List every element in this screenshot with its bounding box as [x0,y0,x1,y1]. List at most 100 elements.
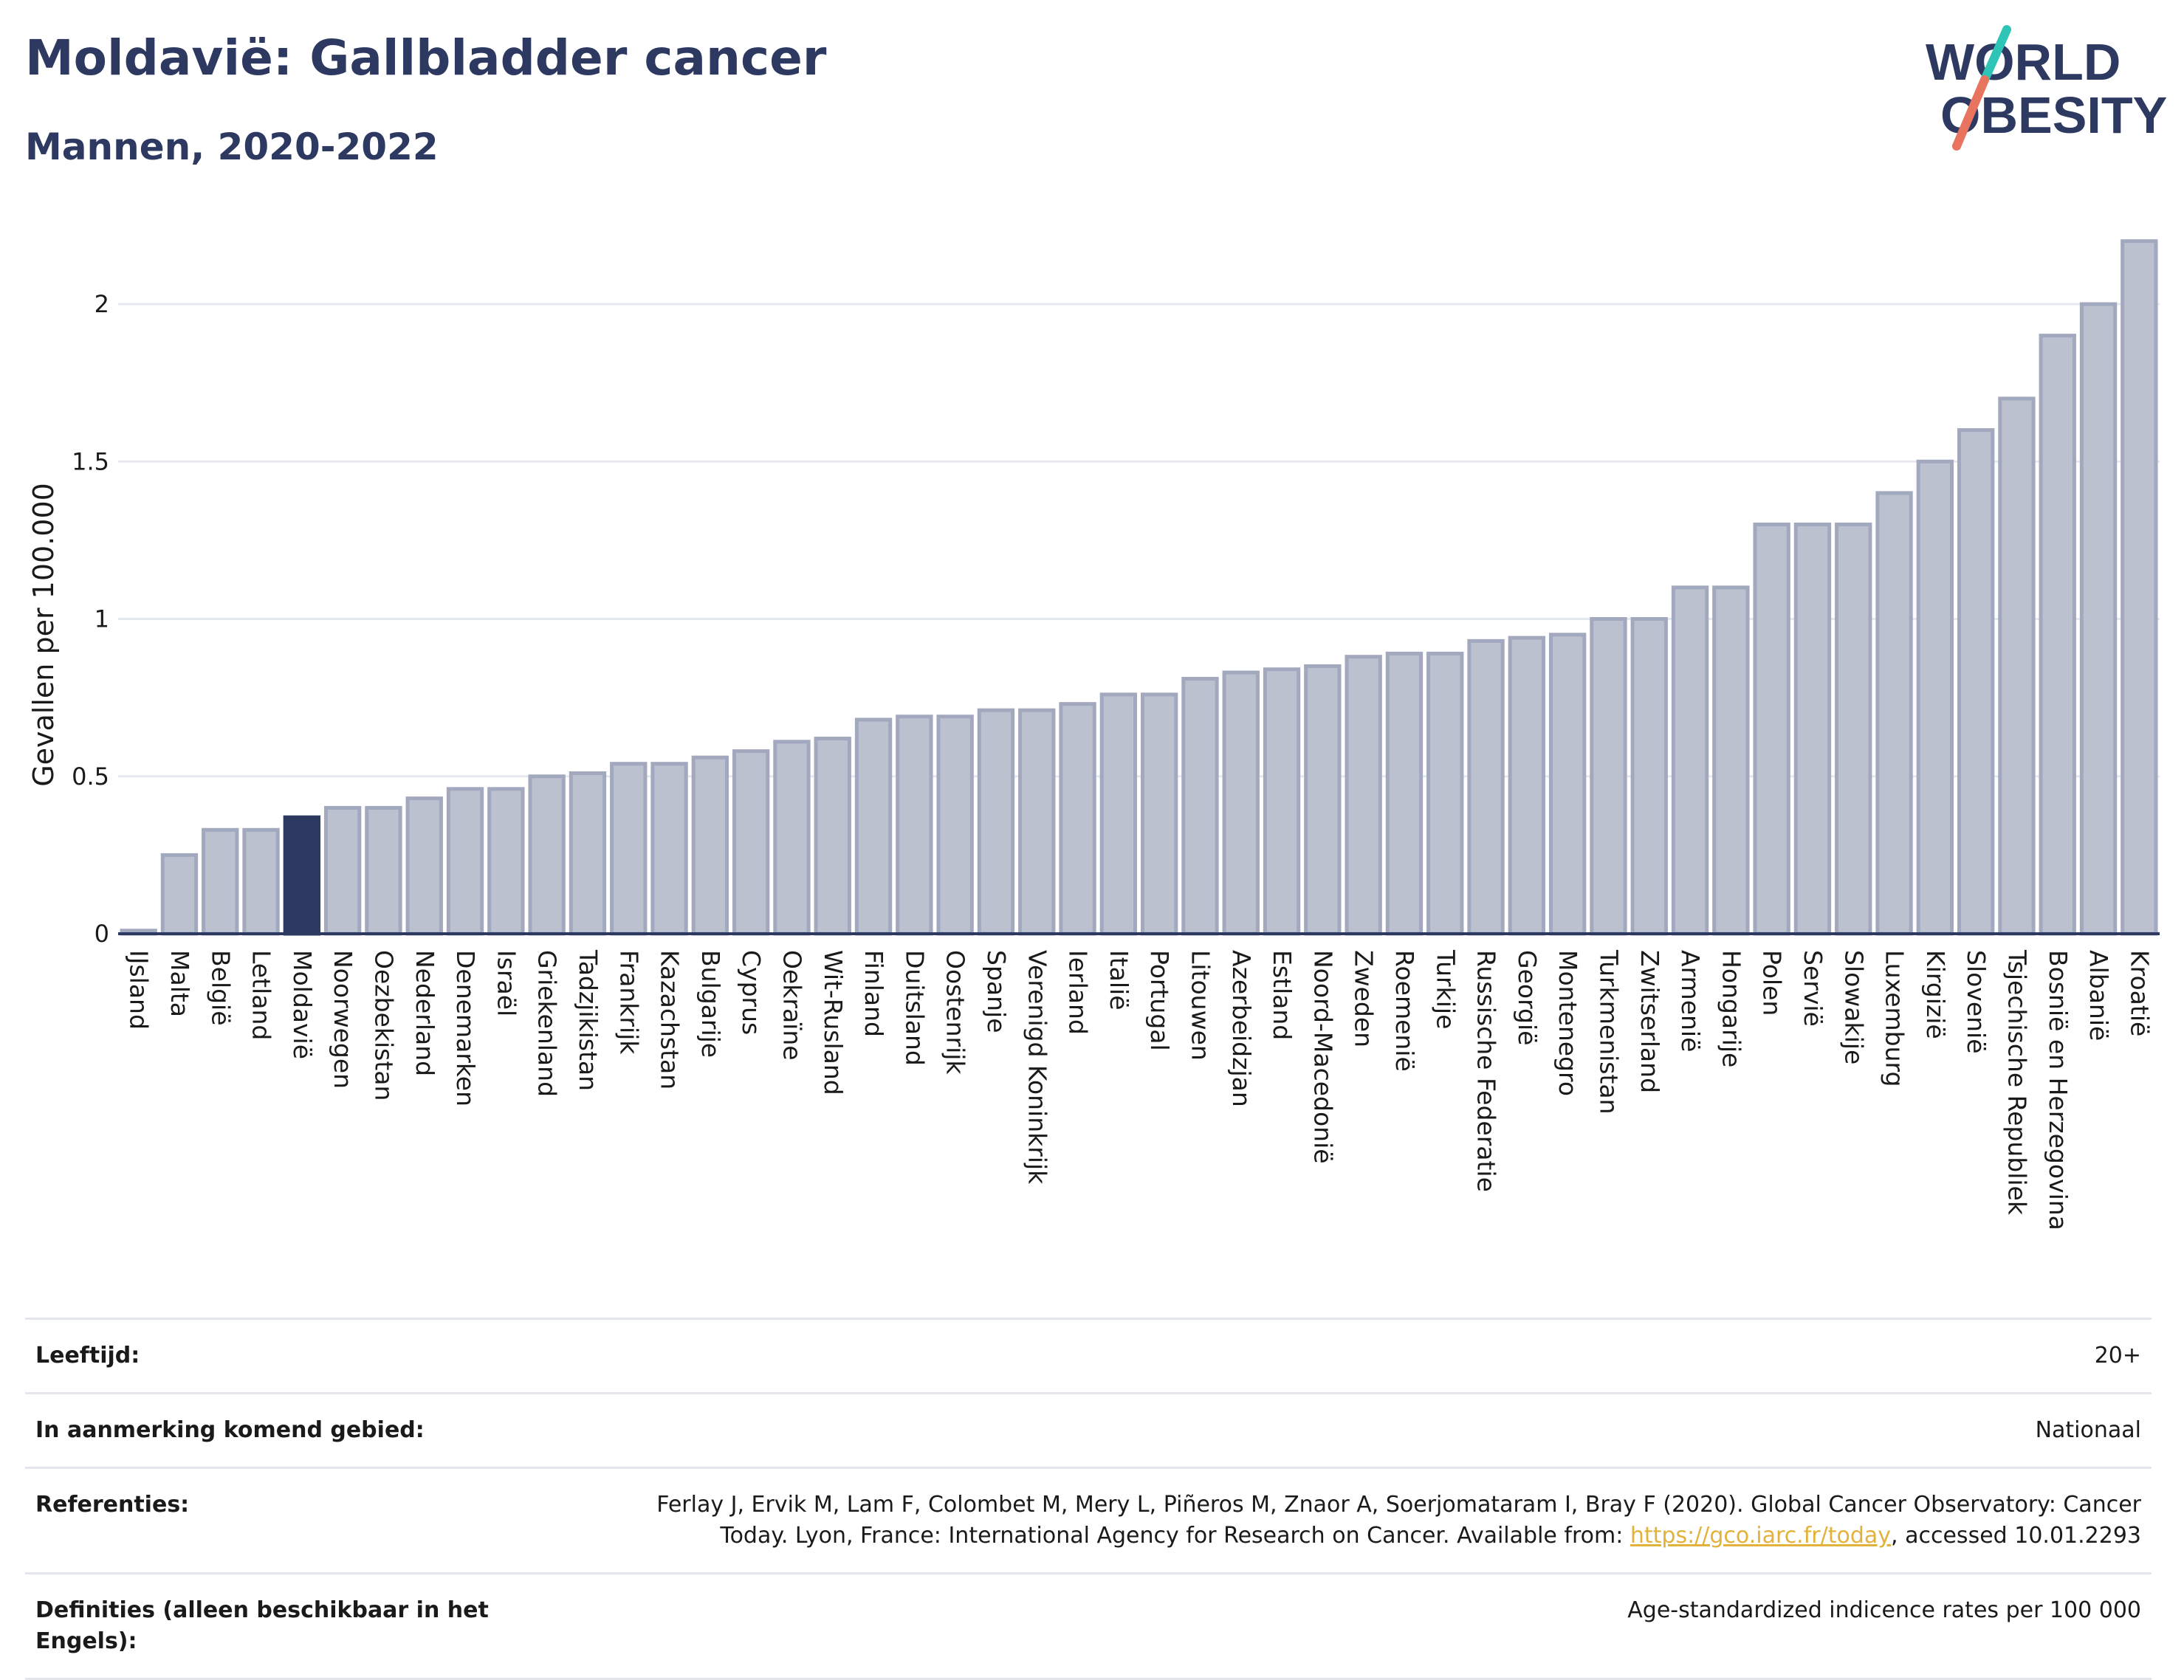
bar [365,805,402,936]
bar [1099,692,1138,936]
x-tick-label: Zwitserland [1635,950,1664,1093]
bar [405,796,443,936]
bar [1753,523,1790,936]
bar [160,853,199,936]
meta-label-age: Leeftijd: [35,1343,140,1369]
x-tick-label: Israël [492,950,521,1016]
x-tick-label: Moldavië [288,950,317,1059]
bar [1793,523,1832,936]
x-tick-label: Cyprus [737,950,766,1035]
logo-slash-teal [1980,25,2011,84]
x-tick-label: Frankrijk [614,950,643,1055]
y-tick-label: 1.5 [72,447,109,475]
x-tick-label: Wit-Rusland [819,950,848,1095]
x-tick-label: Oekraïne [777,950,806,1061]
bar [1181,677,1219,936]
bar [691,755,729,936]
bar [283,815,321,936]
x-tick-label: Tsjechische Republiek [2002,949,2031,1216]
x-tick-label: Griekenland [533,950,562,1097]
x-tick-label: Finland [859,950,888,1037]
x-tick-label: Montenegro [1553,950,1582,1096]
x-tick-label: Spanje [982,950,1011,1033]
meta-label-references: Referenties: [35,1492,190,1518]
x-tick-label: Turkije [1431,949,1460,1029]
bar [1712,585,1750,936]
x-tick-label: Russische Federatie [1472,950,1501,1192]
x-tick-label: Luxemburg [1881,950,1909,1087]
meta-label-definitions: Definities (alleen beschikbaar in het En… [35,1597,489,1654]
x-tick-label: Italië [1105,950,1133,1011]
bar [773,740,811,936]
reference-accessed: , accessed 10.01.2293 [1891,1523,2141,1549]
meta-value-definitions: Age-standardized indicence rates per 100… [1627,1597,2141,1623]
bar [1263,667,1301,936]
x-tick-label: Hongarije [1717,950,1745,1067]
bar [323,805,362,936]
bar [1630,617,1668,936]
x-tick-label: Portugal [1145,950,1174,1051]
x-tick-label: Noorwegen [329,950,357,1089]
reference-text: Ferlay J, Ervik M, Lam F, Colombet M, Me… [656,1492,2141,1549]
x-tick-label: Kirgizië [1921,950,1950,1039]
bar [2079,302,2118,936]
bar [1508,636,1546,936]
x-tick-label: België [206,950,235,1026]
metadata-table: Leeftijd: 20+ In aanmerking komend gebie… [25,1318,2152,1680]
page-subtitle: Mannen, 2020-2022 [25,125,439,168]
x-tick-label: Armenië [1676,950,1705,1052]
y-tick-label: 2 [95,290,109,318]
bar [1916,459,1954,936]
x-tick-label: Servië [1799,950,1827,1027]
x-tick-label: Georgië [1513,950,1542,1045]
bar [814,737,851,936]
bar [1671,585,1709,936]
bar [1835,523,1872,936]
bar [896,715,933,936]
bar [1590,617,1627,936]
x-tick-label: Letland [247,950,276,1040]
logo-text-world: WORLD [1926,33,2121,91]
x-tick-label: Azerbeidzjan [1227,950,1256,1107]
meta-label-area: In aanmerking komend gebied: [35,1417,425,1443]
meta-row-age: Leeftijd: 20+ [25,1318,2152,1392]
x-tick-label: Tadzjikistan [574,949,602,1091]
x-tick-label: Litouwen [1186,950,1215,1061]
meta-value-area: Nationaal [2035,1417,2141,1443]
reference-link[interactable]: https://gco.iarc.fr/today [1630,1523,1892,1549]
bar [1140,692,1178,936]
bar [1345,655,1382,936]
x-tick-label: Polen [1758,950,1787,1016]
bar [854,717,893,936]
bar [202,827,239,936]
bar [650,762,688,936]
x-tick-label: Verenigd Koninkrijk [1023,950,1051,1185]
bar [1548,633,1587,936]
x-tick-label: Noord-Macedonië [1308,950,1337,1164]
logo-slash-coral [1952,75,1989,151]
bar [569,771,607,936]
x-tick-label: Kroatië [2125,950,2154,1036]
bar [1998,396,2036,936]
meta-row-area: In aanmerking komend gebied: Nationaal [25,1392,2152,1467]
bar [1304,664,1342,936]
x-tick-label: Turkmenistan [1594,949,1623,1115]
meta-value-references: Ferlay J, Ervik M, Lam F, Colombet M, Me… [591,1490,2141,1552]
y-tick-label: 0 [95,920,109,948]
x-tick-label: Duitsland [900,950,929,1066]
meta-row-definitions: Definities (alleen beschikbaar in het En… [25,1572,2152,1680]
x-tick-label: Nederland [411,950,439,1076]
bar [732,749,770,936]
x-tick-label: Ierland [1064,950,1093,1035]
page-title: Moldavië: Gallbladder cancer [25,30,827,86]
bar [487,787,525,936]
meta-value-age: 20+ [2094,1343,2141,1369]
bar [1875,491,1913,936]
meta-row-references: Referenties: Ferlay J, Ervik M, Lam F, C… [25,1467,2152,1572]
x-tick-label: Slowakije [1839,950,1868,1064]
x-tick-label: Oezbekistan [369,950,398,1101]
bar [446,787,484,936]
bar [2039,334,2076,936]
y-axis-label: Gevallen per 100.000 [27,483,60,787]
bar [1426,651,1464,936]
